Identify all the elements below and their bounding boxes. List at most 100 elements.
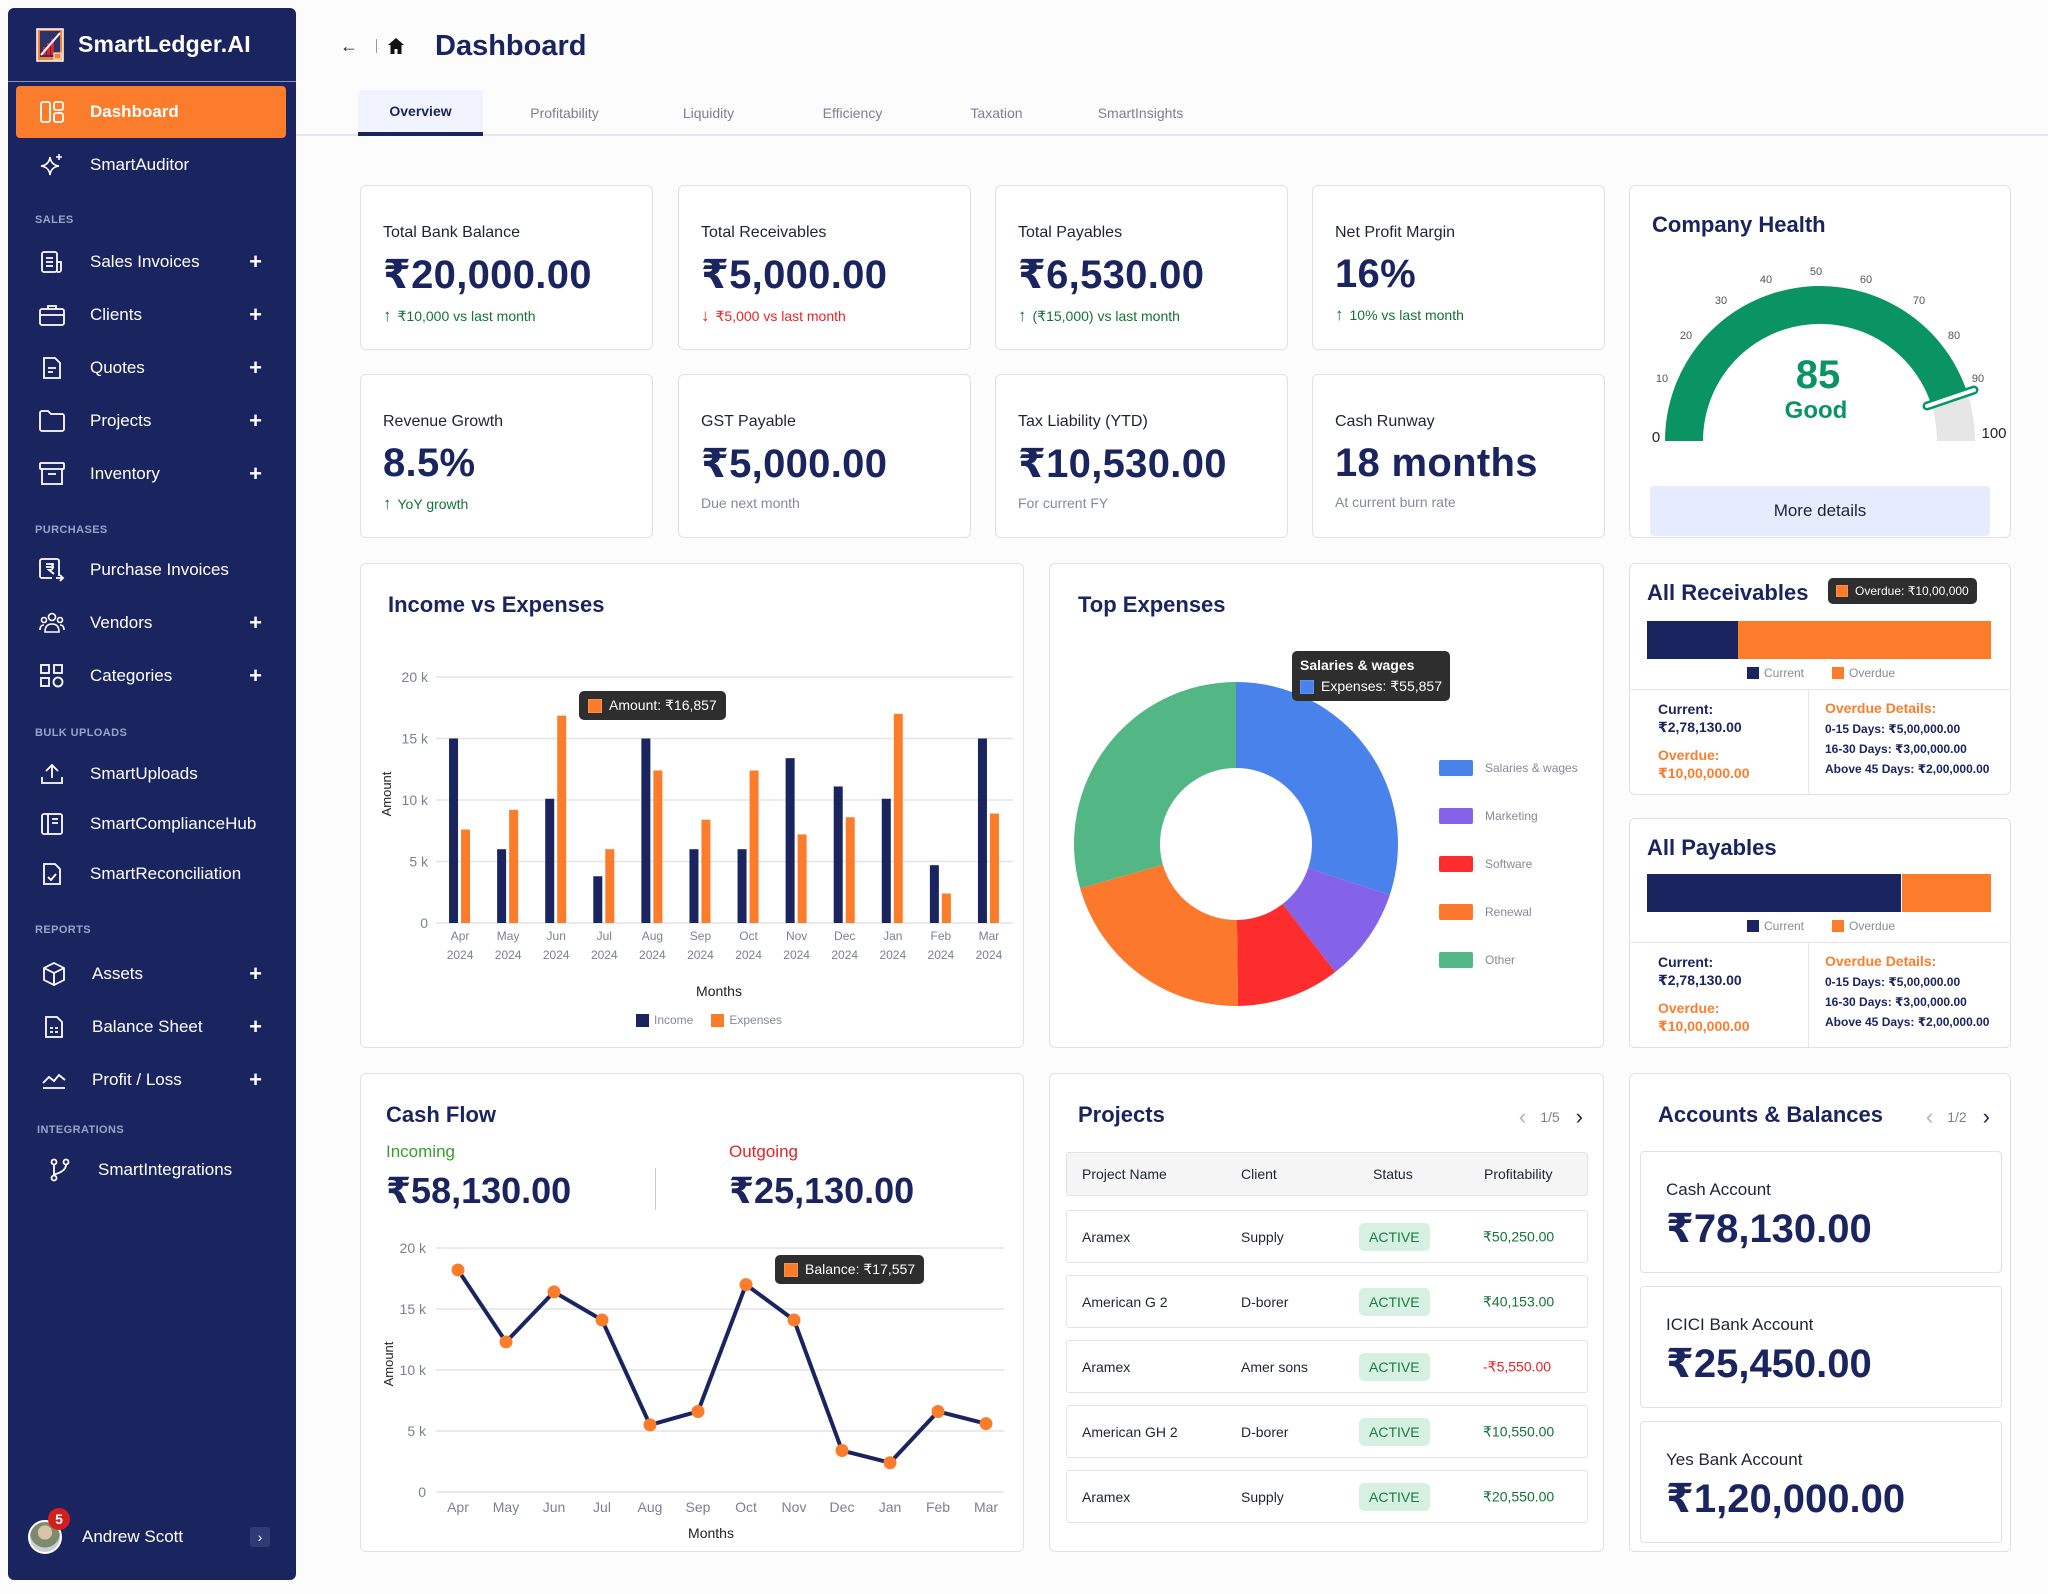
add-balance-sheet-button[interactable]: + [249,1014,262,1039]
bar-current[interactable] [1647,621,1738,659]
data-point[interactable] [595,1313,609,1327]
tab-overview[interactable]: Overview [358,90,483,136]
column-header[interactable]: Project Name [1082,1166,1167,1182]
tab-profitability[interactable]: Profitability [530,105,599,121]
add-project-button[interactable]: + [249,408,262,433]
donut-slice[interactable] [1236,682,1398,896]
sidebar-item-smartintegrations[interactable]: SmartIntegrations [16,1144,286,1196]
add-vendor-button[interactable]: + [249,610,262,635]
kpi-card-gst-payable[interactable]: GST Payable ₹5,000.00 Due next month [678,374,971,538]
bar-income[interactable] [977,738,987,924]
chevron-right-icon[interactable]: › [1575,1104,1583,1129]
sidebar-item-purchase-invoices[interactable]: Purchase Invoices [16,544,286,596]
bar-income[interactable] [929,865,939,923]
sidebar-item-clients[interactable]: Clients + [16,289,286,341]
bar-income[interactable] [449,738,459,924]
kpi-card-cash-runway[interactable]: Cash Runway 18 months At current burn ra… [1312,374,1605,538]
tab-liquidity[interactable]: Liquidity [682,105,735,121]
bar-income[interactable] [593,876,603,923]
data-point[interactable] [643,1418,657,1432]
add-inventory-button[interactable]: + [249,461,262,486]
back-arrow-icon[interactable]: ← [340,35,358,56]
legend-item[interactable]: Other [1439,936,1578,984]
sidebar-item-sales-invoices[interactable]: Sales Invoices + [16,236,286,288]
donut-slice[interactable] [1236,904,1336,1006]
sidebar-item-balance-sheet[interactable]: Balance Sheet + [16,1001,286,1053]
kpi-card-total-receivables[interactable]: Total Receivables ₹5,000.00 ↓ ₹5,000 vs l… [678,185,971,350]
data-point[interactable] [691,1404,705,1418]
donut-slice[interactable] [1080,864,1239,1006]
bar-income[interactable] [785,758,795,923]
kpi-card-net-profit-margin[interactable]: Net Profit Margin 16% ↑ 10% vs last month [1312,185,1605,350]
bar-expenses[interactable] [461,829,471,923]
data-point[interactable] [787,1313,801,1327]
tab-taxation[interactable]: Taxation [970,105,1023,121]
table-row[interactable]: American G 2 D-borer ACTIVE ₹40,153.00 [1066,1275,1588,1328]
data-point[interactable] [883,1456,897,1470]
bar-expenses[interactable] [557,715,567,923]
donut-slice[interactable] [1282,867,1390,973]
bar-income[interactable] [833,786,843,923]
bar-income[interactable] [641,738,651,924]
data-point[interactable] [547,1285,561,1299]
bar-expenses[interactable] [653,770,663,923]
bar-income[interactable] [497,849,507,923]
add-sales-invoice-button[interactable]: + [249,249,262,274]
bar-income[interactable] [689,849,699,923]
data-point[interactable] [451,1263,465,1277]
add-asset-button[interactable]: + [249,961,262,986]
sidebar-item-categories[interactable]: Categories + [16,650,286,702]
bar-expenses[interactable] [605,849,615,923]
account-card-icici[interactable]: ICICI Bank Account ₹25,450.00 [1640,1286,2002,1408]
kpi-card-total-payables[interactable]: Total Payables ₹6,530.00 ↑ (₹15,000) vs l… [995,185,1288,350]
donut-slice[interactable] [1074,682,1236,889]
sidebar-item-smartuploads[interactable]: SmartUploads [16,748,286,800]
data-point[interactable] [835,1444,849,1458]
table-row[interactable]: Aramex Supply ACTIVE ₹20,550.00 [1066,1470,1588,1523]
bar-expenses[interactable] [941,893,951,923]
data-point[interactable] [739,1278,753,1292]
data-point[interactable] [931,1404,945,1418]
legend-item[interactable]: Salaries & wages [1439,744,1578,792]
sidebar-item-projects[interactable]: Projects + [16,395,286,447]
bar-income[interactable] [545,798,555,923]
column-header[interactable]: Status [1373,1166,1413,1182]
bar-expenses[interactable] [797,834,807,923]
chevron-right-icon[interactable]: › [1982,1104,1990,1129]
bar-expenses[interactable] [509,809,519,923]
sidebar-item-quotes[interactable]: Quotes + [16,342,286,394]
chevron-left-icon[interactable]: ‹ [1518,1104,1527,1129]
bar-overdue[interactable] [1738,621,1991,659]
column-header[interactable]: Client [1241,1166,1277,1182]
chevron-right-icon[interactable]: › [250,1527,270,1547]
table-row[interactable]: Aramex Supply ACTIVE ₹50,250.00 [1066,1210,1588,1263]
bar-expenses[interactable] [749,770,759,923]
bar-expenses[interactable] [701,819,711,923]
kpi-card-revenue-growth[interactable]: Revenue Growth 8.5% ↑ YoY growth [360,374,653,538]
legend-item[interactable]: Software [1439,840,1578,888]
data-point[interactable] [499,1335,513,1349]
table-row[interactable]: American GH 2 D-borer ACTIVE ₹10,550.00 [1066,1405,1588,1458]
sidebar-item-dashboard[interactable]: Dashboard [16,86,286,138]
data-point[interactable] [979,1417,993,1431]
kpi-card-tax-liability[interactable]: Tax Liability (YTD) ₹10,530.00 For curre… [995,374,1288,538]
sidebar-item-smartreconciliation[interactable]: SmartReconciliation [16,848,286,900]
bar-overdue[interactable] [1902,874,1991,912]
table-row[interactable]: Aramex Amer sons ACTIVE -₹5,550.00 [1066,1340,1588,1393]
chevron-left-icon[interactable]: ‹ [1925,1104,1934,1129]
sidebar-item-profit-loss[interactable]: Profit / Loss + [16,1054,286,1106]
receivables-bar[interactable] [1647,621,1991,659]
legend-label[interactable]: Expenses [729,1013,783,1027]
bar-current[interactable] [1647,874,1902,912]
legend-item[interactable]: Marketing [1439,792,1578,840]
bar-income[interactable] [881,798,891,923]
avatar[interactable]: 5 [28,1508,70,1554]
account-card-yes-bank[interactable]: Yes Bank Account ₹1,20,000.00 [1640,1421,2002,1543]
sidebar-item-smartauditor[interactable]: SmartAuditor [16,139,286,191]
tab-efficiency[interactable]: Efficiency [822,105,883,121]
add-profit-loss-button[interactable]: + [249,1067,262,1092]
bar-income[interactable] [737,849,747,923]
account-card-cash[interactable]: Cash Account ₹78,130.00 [1640,1151,2002,1273]
more-details-button[interactable]: More details [1650,486,1990,536]
legend-label[interactable]: Income [654,1013,694,1027]
